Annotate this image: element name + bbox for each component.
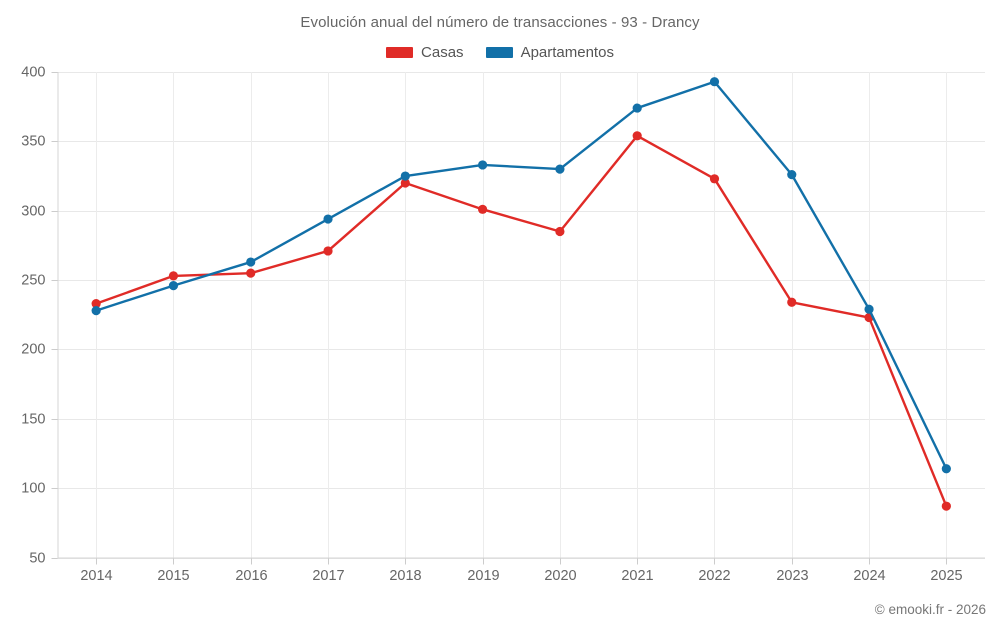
data-point[interactable]	[323, 214, 333, 224]
x-tick-label: 2016	[235, 568, 267, 584]
data-point[interactable]	[400, 178, 410, 188]
data-point[interactable]	[323, 246, 333, 256]
data-point[interactable]	[787, 297, 797, 307]
data-point[interactable]	[787, 170, 797, 180]
y-tick-label: 350	[21, 133, 45, 149]
data-point[interactable]	[555, 164, 565, 174]
x-tick-label: 2019	[467, 568, 499, 584]
data-point[interactable]	[709, 174, 720, 184]
x-tick-label: 2015	[157, 568, 189, 584]
x-tick-label: 2021	[621, 568, 653, 584]
y-tick-label: 50	[29, 550, 45, 566]
data-point[interactable]	[941, 501, 951, 511]
y-tick-label: 100	[21, 480, 45, 496]
data-point[interactable]	[400, 171, 410, 181]
x-tick-label: 2023	[776, 568, 808, 584]
x-tick-label: 2022	[698, 568, 730, 584]
y-tick-label: 300	[21, 203, 45, 219]
chart-title: Evolución anual del número de transaccio…	[300, 14, 700, 31]
x-tick-label: 2017	[312, 568, 344, 584]
data-point[interactable]	[632, 131, 642, 141]
y-tick-label: 150	[21, 411, 45, 427]
legend-swatch-apartamentos	[485, 47, 513, 58]
data-point[interactable]	[632, 103, 642, 113]
data-point[interactable]	[709, 77, 720, 87]
y-tick-label: 200	[21, 341, 45, 357]
x-tick-label: 2018	[389, 568, 421, 584]
axes	[51, 72, 985, 565]
data-point[interactable]	[246, 257, 256, 267]
x-tick-label: 2024	[853, 568, 885, 584]
x-axis-tick-labels: 2014 2015 2016 2017 2018 2019 2020 2021 2022 2023…	[80, 568, 962, 584]
data-point[interactable]	[478, 160, 488, 170]
data-point[interactable]	[864, 304, 874, 314]
y-tick-label: 250	[21, 272, 45, 288]
data-point[interactable]	[555, 226, 565, 237]
series-line-casas	[94, 134, 948, 508]
series-line-apartamentos	[94, 80, 948, 470]
x-tick-label: 2020	[544, 568, 576, 584]
data-point[interactable]	[941, 464, 951, 474]
data-series	[91, 77, 951, 511]
y-axis-tick-labels: 50 100 150 200 250 300 350 400	[21, 64, 45, 566]
data-point[interactable]	[478, 204, 488, 214]
data-point[interactable]	[246, 268, 256, 278]
legend-item-apartamentos[interactable]: Apartamentos	[485, 44, 614, 61]
data-point[interactable]	[168, 281, 179, 291]
legend-swatch-casas	[386, 47, 414, 58]
gridlines	[57, 72, 985, 559]
data-point[interactable]	[91, 299, 101, 309]
y-tick-label: 400	[21, 64, 45, 80]
legend-item-casas[interactable]: Casas	[386, 44, 464, 61]
chart-legend: Casas Apartamentos	[0, 44, 1000, 61]
data-point[interactable]	[168, 271, 179, 281]
footer-credit: © emooki.fr - 2026	[874, 602, 986, 617]
legend-label-apartamentos: Apartamentos	[520, 44, 614, 61]
data-point[interactable]	[91, 305, 101, 316]
x-tick-label: 2025	[930, 568, 962, 584]
x-tick-label: 2014	[80, 568, 112, 584]
legend-label-casas: Casas	[421, 44, 464, 61]
